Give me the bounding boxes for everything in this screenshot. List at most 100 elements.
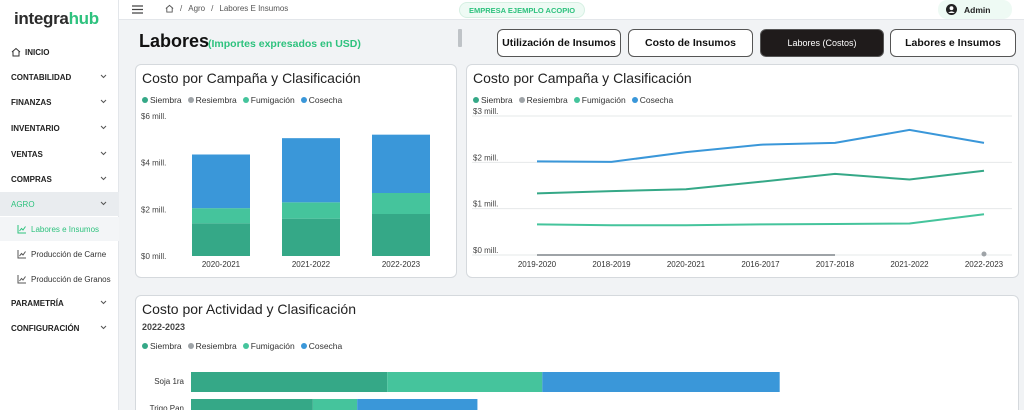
- sidebar-item-finanzas[interactable]: FINANZAS: [0, 90, 119, 114]
- legend-item-siembra[interactable]: Siembra: [142, 95, 182, 105]
- stacked-bar-chart: $0 mill. $2 mill. $4 mill. $6 mill. 2020-202…: [141, 112, 430, 269]
- sidebar-item-label: PARAMETRÍA: [11, 298, 64, 308]
- chart-title: Costo por Actividad y Clasificación: [142, 301, 356, 317]
- y-tick-label: Trigo Pan: [150, 404, 184, 410]
- chart-card-activity-bar: Costo por Actividad y Clasificación 2022…: [135, 295, 1019, 410]
- sidebar-item-label: FINANZAS: [11, 97, 52, 107]
- user-menu[interactable]: Admin: [938, 0, 1012, 19]
- legend-item-fumigacion[interactable]: Fumigación: [242, 341, 295, 351]
- legend-dot: [300, 343, 307, 349]
- app-logo[interactable]: integrahub: [14, 9, 99, 29]
- home-icon[interactable]: [165, 4, 174, 13]
- y-tick-label: Soja 1ra: [154, 377, 184, 386]
- scroll-handle[interactable]: [458, 29, 462, 47]
- bar-segment: [192, 154, 250, 209]
- chart-line-icon: [17, 250, 26, 259]
- chevron-down-icon: [100, 99, 107, 104]
- x-tick-label: 2016-2017: [741, 260, 780, 269]
- breadcrumb: / Agro / Labores E Insumos: [165, 4, 288, 13]
- legend-item-fumigacion[interactable]: Fumigación: [573, 95, 626, 105]
- sidebar-subitem-label: Producción de Granos: [31, 274, 111, 284]
- legend-item-resiembra[interactable]: Resiembra: [187, 95, 237, 105]
- user-name: Admin: [964, 4, 991, 15]
- x-tick-label: 2021-2022: [292, 260, 331, 269]
- sidebar-item-inicio[interactable]: INICIO: [0, 40, 119, 64]
- sidebar-item-inventario[interactable]: INVENTARIO: [0, 116, 119, 140]
- breadcrumb-item[interactable]: Agro: [188, 4, 206, 13]
- legend-dot: [518, 97, 525, 103]
- x-tick-label: 2020-2021: [667, 260, 706, 269]
- legend-label: Fumigación: [250, 341, 295, 351]
- sidebar-item-agro[interactable]: AGRO: [0, 192, 119, 216]
- line-chart: $0 mill. $1 mill. $2 mill. $3 mill. 2019-202…: [472, 107, 1012, 269]
- sidebar-item-label: CONTABILIDAD: [11, 72, 72, 82]
- sidebar-subitem-labores-insumos[interactable]: Labores e Insumos: [0, 217, 119, 241]
- x-tick-label: 2020-2021: [202, 260, 241, 269]
- sidebar-subitem-produccion-granos[interactable]: Producción de Granos: [0, 267, 119, 291]
- legend-label: Cosecha: [308, 341, 343, 351]
- sidebar-item-ventas[interactable]: VENTAS: [0, 142, 119, 166]
- legend-item-cosecha[interactable]: Cosecha: [631, 95, 673, 105]
- bar-segment: [191, 372, 388, 392]
- legend-dot: [187, 97, 194, 103]
- bar-segment: [372, 214, 430, 256]
- bar-segment: [282, 218, 340, 256]
- chevron-down-icon: [100, 176, 107, 181]
- home-icon: [11, 47, 21, 57]
- menu-icon[interactable]: [132, 5, 143, 14]
- legend-item-cosecha[interactable]: Cosecha: [300, 341, 343, 351]
- x-tick-label: 2018-2019: [592, 260, 631, 269]
- legend-label: Siembra: [481, 95, 513, 105]
- logo-text: integra: [14, 9, 69, 28]
- y-tick-label: $3 mill.: [473, 107, 498, 116]
- page-title: Labores: [139, 31, 210, 51]
- legend-item-resiembra[interactable]: Resiembra: [187, 341, 237, 351]
- y-tick-label: $6 mill.: [141, 112, 166, 121]
- chevron-down-icon: [100, 300, 107, 305]
- sidebar-item-label: COMPRAS: [11, 174, 52, 184]
- chevron-down-icon: [100, 325, 107, 330]
- legend-item-cosecha[interactable]: Cosecha: [300, 95, 343, 105]
- chart-title: Costo por Campaña y Clasificación: [142, 70, 361, 86]
- breadcrumb-current: Labores E Insumos: [219, 4, 289, 13]
- legend-label: Cosecha: [308, 95, 343, 105]
- legend-item-resiembra[interactable]: Resiembra: [518, 95, 568, 105]
- tab-utilizacion-insumos[interactable]: Utilización de Insumos: [497, 29, 621, 57]
- legend-label: Fumigación: [581, 95, 626, 105]
- series-line: [536, 128, 985, 163]
- x-tick-label: 2017-2018: [816, 260, 855, 269]
- chevron-down-icon: [100, 201, 107, 206]
- chart-card-campaign-bar: Costo por Campaña y Clasificación Siembr…: [135, 64, 457, 278]
- sidebar-item-configuracion[interactable]: CONFIGURACIÓN: [0, 316, 119, 340]
- legend-label: Siembra: [150, 95, 182, 105]
- sidebar-item-compras[interactable]: COMPRAS: [0, 167, 119, 191]
- sidebar-item-contabilidad[interactable]: CONTABILIDAD: [0, 65, 119, 89]
- series-line: [536, 213, 985, 227]
- chevron-down-icon: [100, 74, 107, 79]
- sidebar-subitem-label: Labores e Insumos: [31, 224, 100, 234]
- logo-accent-text: hub: [68, 9, 100, 28]
- breadcrumb-separator: /: [180, 4, 183, 13]
- sidebar-subitem-produccion-carne[interactable]: Producción de Carne: [0, 242, 119, 266]
- tab-labores-costos[interactable]: Labores (Costos): [760, 29, 884, 57]
- sidebar-item-label: INVENTARIO: [11, 123, 60, 133]
- tab-labores-insumos[interactable]: Labores e Insumos: [890, 29, 1016, 57]
- chevron-down-icon: [100, 151, 107, 156]
- bar-segment: [372, 134, 430, 193]
- y-tick-label: $1 mill.: [473, 200, 498, 209]
- tab-costo-insumos[interactable]: Costo de Insumos: [628, 29, 753, 57]
- legend-dot: [142, 343, 148, 349]
- chart-line-icon: [17, 275, 26, 284]
- bar-segment: [372, 193, 430, 214]
- legend-dot: [473, 97, 479, 103]
- chart-line-icon: [17, 225, 26, 234]
- legend-item-fumigacion[interactable]: Fumigación: [242, 95, 295, 105]
- legend-label: Siembra: [150, 341, 182, 351]
- bar-segment: [542, 372, 780, 392]
- x-tick-label: 2019-2020: [518, 260, 557, 269]
- y-tick-label: $2 mill.: [473, 153, 498, 162]
- legend-item-siembra[interactable]: Siembra: [142, 341, 182, 351]
- legend-item-siembra[interactable]: Siembra: [473, 95, 513, 105]
- legend-label: Resiembra: [195, 95, 237, 105]
- sidebar-item-parametria[interactable]: PARAMETRÍA: [0, 291, 119, 315]
